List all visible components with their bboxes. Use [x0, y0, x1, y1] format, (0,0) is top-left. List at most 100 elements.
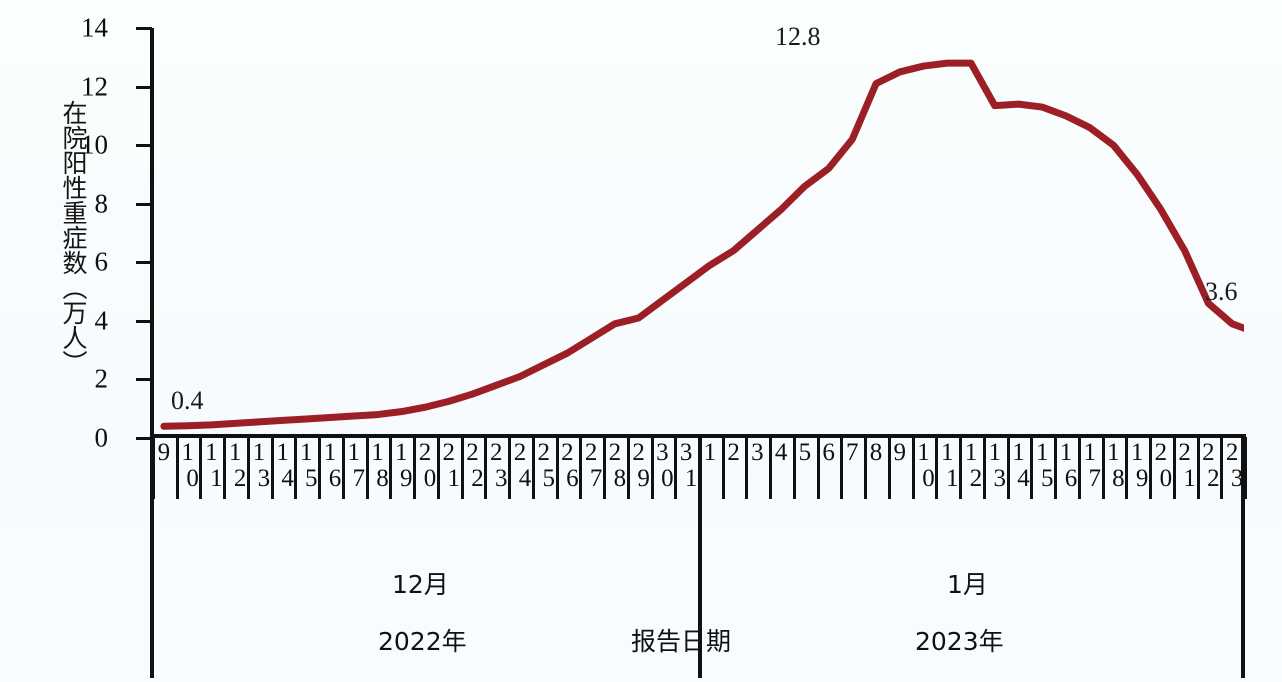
x-tick-separator [1030, 437, 1034, 499]
x-tick-digit: 2 [1154, 439, 1168, 466]
x-tick-digit: 1 [1183, 465, 1196, 492]
x-axis-right-boundary [1241, 434, 1245, 678]
x-tick-digit: 4 [281, 465, 294, 492]
x-tick-digit: 2 [1207, 465, 1220, 492]
y-tick-mark-0 [136, 437, 152, 440]
x-tick-digit: 2 [1202, 439, 1215, 466]
x-tick-separator [864, 437, 868, 499]
x-tick-digit: 3 [679, 439, 693, 466]
x-tick-label-7: 7 [840, 440, 864, 466]
y-tick-mark-4 [136, 319, 152, 323]
x-tick-digit: 3 [494, 465, 508, 492]
x-tick-separator [246, 437, 250, 499]
x-tick-separator [1006, 437, 1010, 499]
x-tick-digit: 2 [584, 439, 598, 466]
x-tick-separator [531, 437, 535, 499]
y-tick-label-0: 0 [94, 422, 109, 453]
x-tick-separator [603, 437, 607, 499]
x-tick-digit: 1 [252, 439, 266, 466]
x-tick-digit: 7 [1088, 465, 1101, 492]
x-tick-digit: 5 [542, 465, 555, 492]
x-tick-digit: 0 [423, 465, 437, 492]
annotation-start-value: 0.4 [171, 386, 204, 415]
x-tick-digit: 1 [228, 439, 242, 466]
x-tick-digit: 6 [1064, 465, 1078, 492]
x-axis-title: 报告日期 [631, 627, 732, 656]
x-tick-digit: 2 [1225, 439, 1239, 466]
x-tick-separator [460, 437, 464, 499]
x-tick-digit: 0 [922, 465, 935, 492]
y-tick-label-10: 10 [81, 129, 108, 160]
x-tick-digit: 1 [447, 465, 460, 492]
x-tick-separator [698, 437, 701, 499]
x-tick-digit: 8 [1112, 465, 1125, 492]
x-tick-digit: 9 [1135, 465, 1149, 492]
x-tick-digit: 6 [822, 439, 835, 466]
series-line-chart [160, 59, 1244, 430]
y-tick-label-6: 6 [94, 246, 109, 277]
x-tick-digit: 3 [993, 465, 1006, 492]
annotation-peak-value: 12.8 [775, 22, 821, 51]
x-tick-separator [1054, 437, 1058, 499]
x-tick-digit: 5 [798, 439, 812, 466]
y-tick-label-2: 2 [94, 363, 109, 394]
x-tick-digit: 1 [1107, 439, 1120, 466]
x-tick-digit: 1 [1083, 439, 1096, 466]
x-tick-digit: 2 [969, 465, 983, 492]
x-tick-digit: 7 [589, 465, 603, 492]
y-tick-label-14: 14 [81, 12, 108, 43]
x-tick-separator [840, 437, 844, 499]
x-tick-digit: 9 [893, 439, 907, 466]
x-tick-digit: 1 [205, 439, 218, 466]
x-tick-label-3: 3 [745, 440, 769, 466]
y-tick-mark-10 [136, 144, 152, 148]
y-axis-title: 在院阳性重症数（万人） [59, 99, 88, 375]
x-tick-separator [436, 437, 440, 499]
x-tick-digit: 1 [1012, 439, 1025, 466]
x-tick-digit: 1 [941, 439, 954, 466]
y-tick-mark-2 [136, 378, 152, 382]
x-tick-digit: 5 [1040, 465, 1054, 492]
x-tick-separator [508, 437, 512, 499]
x-tick-digit: 8 [869, 439, 883, 466]
x-tick-separator [1077, 437, 1081, 499]
x-tick-separator [1196, 437, 1200, 499]
y-tick-label-4: 4 [94, 305, 109, 336]
y-tick-mark-6 [136, 261, 152, 265]
x-tick-digit: 1 [276, 439, 289, 466]
x-tick-separator [745, 437, 749, 499]
x-tick-label-1: 1 [698, 440, 722, 466]
x-tick-digit: 7 [846, 439, 859, 466]
x-tick-digit: 3 [257, 465, 271, 492]
x-tick-label-5: 5 [793, 440, 817, 466]
x-tick-separator [959, 437, 963, 499]
x-tick-separator [223, 437, 227, 499]
x-tick-digit: 9 [157, 439, 171, 466]
x-tick-digit: 0 [661, 465, 674, 492]
x-tick-separator [887, 437, 891, 499]
x-tick-digit: 2 [537, 439, 550, 466]
x-tick-digit: 1 [964, 439, 978, 466]
x-tick-digit: 4 [1017, 465, 1030, 492]
x-tick-separator [175, 437, 179, 499]
x-tick-separator [1244, 437, 1247, 499]
